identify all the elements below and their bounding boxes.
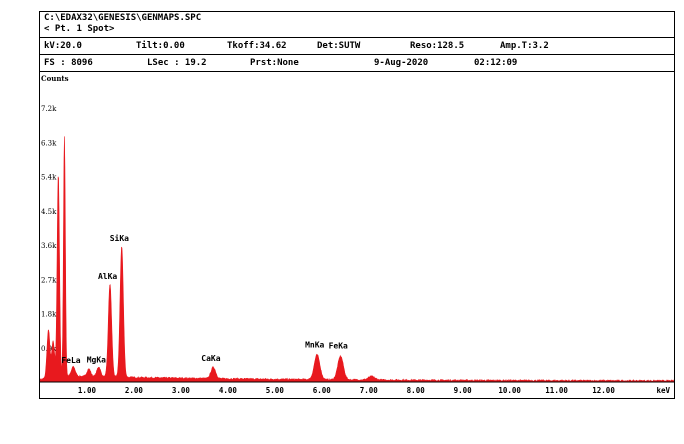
- full-scale-value: FS : 8096: [44, 58, 93, 68]
- tilt-value: Tilt:0.00: [136, 41, 185, 51]
- y-tick-label: 4.5k: [41, 208, 57, 216]
- header-divider: [40, 37, 674, 38]
- x-tick-label: 1.00: [78, 386, 97, 395]
- info-divider: [40, 71, 674, 72]
- spectrum-window: C:\EDAX32\GENESIS\GENMAPS.SPC < Pt. 1 Sp…: [39, 11, 675, 399]
- x-tick-label: 7.00: [360, 386, 379, 395]
- y-tick-label: 7.2k: [41, 105, 57, 113]
- peak-label: SiKa: [110, 233, 129, 243]
- x-tick-label: 8.00: [407, 386, 426, 395]
- spectrum-chart: Counts0.9k1.8k2.7k3.6k4.5k5.4k6.3k7.2kFe…: [40, 74, 674, 395]
- x-tick-label: 3.00: [172, 386, 191, 395]
- y-tick-label: 1.8k: [41, 311, 57, 319]
- y-tick-label: 6.3k: [41, 139, 57, 147]
- date-value: 9-Aug-2020: [374, 58, 429, 68]
- resolution-value: Reso:128.5: [410, 41, 465, 51]
- peak-label: FeKa: [329, 342, 348, 351]
- time-value: 02:12:09: [474, 58, 518, 68]
- x-tick-label: 9.00: [454, 386, 473, 395]
- amp-time-value: Amp.T:3.2: [500, 41, 549, 51]
- x-axis-label: keV: [656, 386, 670, 395]
- x-tick-label: 2.00: [125, 386, 144, 395]
- tkoff-value: Tkoff:34.62: [227, 41, 287, 51]
- params-divider: [40, 54, 674, 55]
- y-axis-label: Counts: [41, 74, 69, 83]
- file-path: C:\EDAX32\GENESIS\GENMAPS.SPC: [44, 13, 202, 23]
- x-tick-label: 4.00: [219, 386, 238, 395]
- y-tick-label: 2.7k: [41, 276, 57, 284]
- spot-label: < Pt. 1 Spot>: [44, 24, 115, 34]
- y-tick-label: 5.4k: [41, 174, 57, 182]
- spectrum-series: [40, 136, 674, 383]
- peak-label: MgKa: [87, 355, 106, 364]
- x-tick-label: 12.00: [592, 386, 615, 395]
- x-tick-label: 5.00: [266, 386, 285, 395]
- peak-label: MnKa: [305, 341, 324, 350]
- y-tick-label: 3.6k: [41, 242, 57, 250]
- peak-label: CaKa: [201, 354, 220, 363]
- live-seconds-value: LSec : 19.2: [147, 58, 207, 68]
- x-tick-label: 11.00: [545, 386, 568, 395]
- kv-value: kV:20.0: [44, 41, 82, 51]
- preset-value: Prst:None: [250, 58, 299, 68]
- peak-label: AlKa: [98, 272, 117, 281]
- x-tick-label: 6.00: [313, 386, 332, 395]
- peak-label: FeLa: [61, 356, 80, 365]
- x-tick-label: 10.00: [498, 386, 521, 395]
- detector-value: Det:SUTW: [317, 41, 361, 51]
